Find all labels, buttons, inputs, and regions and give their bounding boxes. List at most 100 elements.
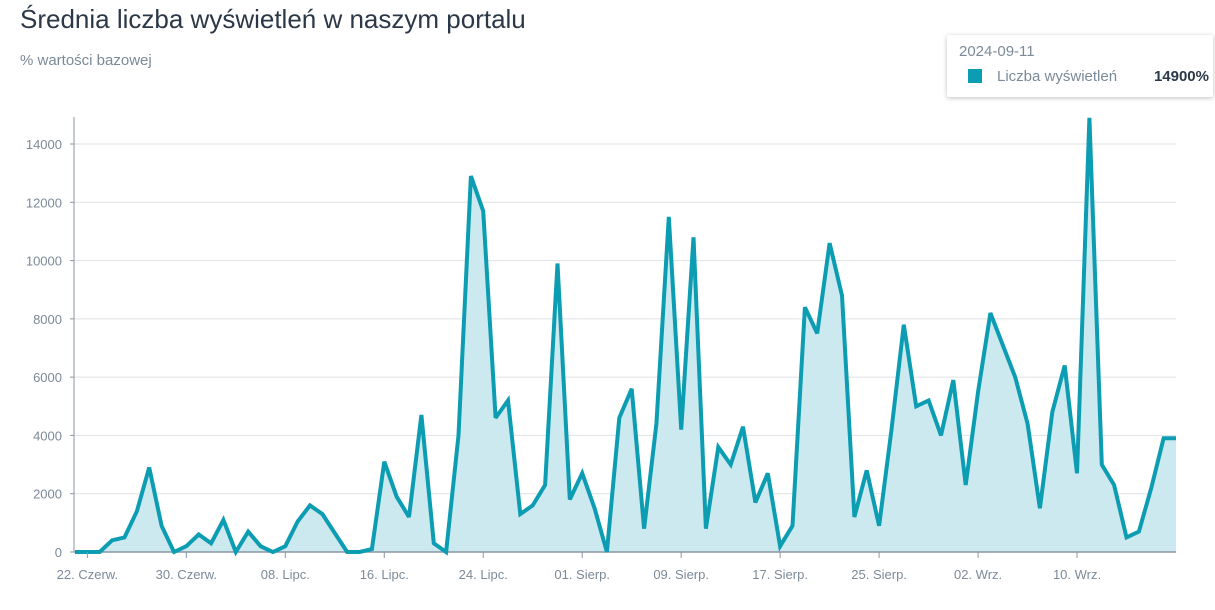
x-tick-label: 02. Wrz.	[954, 567, 1002, 582]
data-point	[297, 521, 298, 522]
data-point	[112, 540, 113, 541]
data-point	[347, 552, 348, 553]
data-point	[520, 514, 521, 515]
legend-swatch-icon	[968, 69, 982, 83]
data-point	[161, 525, 162, 526]
data-point	[705, 528, 706, 529]
data-point	[334, 533, 335, 534]
data-point	[409, 517, 410, 518]
data-point	[767, 473, 768, 474]
data-point	[1089, 117, 1090, 118]
data-point	[569, 499, 570, 500]
data-point	[173, 552, 174, 553]
data-point	[223, 519, 224, 520]
data-point	[693, 237, 694, 238]
tooltip: 2024-09-11 Liczba wyświetleń 14900%	[947, 35, 1213, 97]
data-point	[384, 461, 385, 462]
y-tick-label: 0	[55, 545, 62, 560]
data-point	[359, 552, 360, 553]
data-point	[211, 543, 212, 544]
data-point	[1002, 345, 1003, 346]
data-point	[248, 531, 249, 532]
data-point	[582, 473, 583, 474]
data-point	[916, 406, 917, 407]
data-point	[446, 552, 447, 553]
data-point	[186, 546, 187, 547]
data-point	[817, 333, 818, 334]
data-point	[1101, 464, 1102, 465]
data-point	[99, 552, 100, 553]
data-point	[656, 423, 657, 424]
data-point	[1151, 487, 1152, 488]
x-tick-label: 30. Czerw.	[156, 567, 217, 582]
data-point	[804, 307, 805, 308]
data-point	[631, 388, 632, 389]
data-point	[260, 546, 261, 547]
data-point	[743, 426, 744, 427]
x-tick-label: 25. Sierp.	[851, 567, 907, 582]
data-point	[198, 534, 199, 535]
data-point	[594, 508, 595, 509]
data-point	[285, 546, 286, 547]
chart-title: Średnia liczba wyświetleń w naszym porta…	[20, 4, 526, 34]
y-tick-label: 10000	[26, 254, 62, 269]
x-tick-label: 16. Lipc.	[360, 567, 409, 582]
data-point	[532, 505, 533, 506]
x-tick-label: 24. Lipc.	[459, 567, 508, 582]
data-point	[1039, 508, 1040, 509]
data-point	[371, 549, 372, 550]
data-point	[792, 525, 793, 526]
data-point	[495, 417, 496, 418]
data-point	[1126, 537, 1127, 538]
data-point	[755, 502, 756, 503]
data-point	[928, 400, 929, 401]
data-point	[1015, 377, 1016, 378]
data-point	[891, 429, 892, 430]
data-point	[483, 211, 484, 212]
data-point	[149, 467, 150, 468]
data-point	[854, 517, 855, 518]
x-tick-label: 10. Wrz.	[1053, 567, 1101, 582]
data-point	[1176, 438, 1177, 439]
data-point	[841, 295, 842, 296]
data-point	[990, 313, 991, 314]
x-tick-label: 01. Sierp.	[554, 567, 610, 582]
data-point	[136, 511, 137, 512]
data-point	[965, 484, 966, 485]
data-point	[953, 380, 954, 381]
x-tick-label: 17. Sierp.	[752, 567, 808, 582]
y-tick-label: 6000	[33, 370, 62, 385]
data-point	[458, 435, 459, 436]
y-tick-label: 12000	[26, 195, 62, 210]
data-point	[557, 263, 558, 264]
data-point	[507, 400, 508, 401]
data-point	[606, 552, 607, 553]
y-tick-label: 4000	[33, 428, 62, 443]
data-point	[124, 537, 125, 538]
tooltip-date: 2024-09-11	[959, 43, 1035, 60]
chart-subtitle: % wartości bazowej	[20, 52, 152, 69]
data-point	[421, 415, 422, 416]
data-point	[322, 514, 323, 515]
data-point	[1077, 473, 1078, 474]
data-point	[1052, 412, 1053, 413]
data-point	[978, 391, 979, 392]
data-point	[235, 552, 236, 553]
data-point	[310, 505, 311, 506]
data-point	[829, 243, 830, 244]
data-point	[545, 484, 546, 485]
data-point	[396, 496, 397, 497]
data-point	[780, 546, 781, 547]
area-fill	[75, 117, 1176, 553]
data-point	[433, 543, 434, 544]
data-point	[1027, 423, 1028, 424]
x-tick-label: 22. Czerw.	[57, 567, 118, 582]
data-point	[730, 464, 731, 465]
x-tick-label: 09. Sierp.	[653, 567, 709, 582]
data-point	[644, 528, 645, 529]
data-point	[879, 525, 880, 526]
data-point	[866, 470, 867, 471]
data-point	[718, 447, 719, 448]
data-point	[681, 429, 682, 430]
